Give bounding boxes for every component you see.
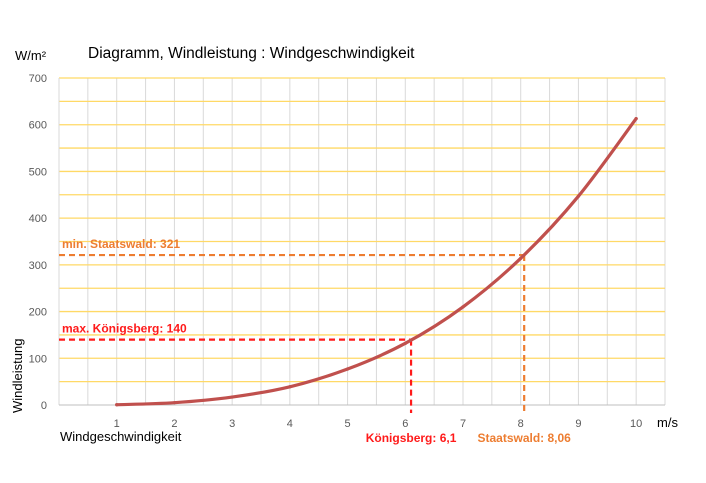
x-tick-label: 5 — [345, 418, 351, 430]
data-point — [519, 256, 523, 260]
data-point — [403, 341, 407, 345]
data-point — [345, 367, 350, 371]
staatswald-y-label: min. Staatswald: 321 — [62, 237, 180, 251]
markers: max. Königsberg: 140 Königsberg: 6,1 min. … — [59, 237, 571, 445]
x-tick-label: 9 — [575, 418, 581, 430]
y-tick-label: 400 — [29, 213, 47, 225]
x-tick-label: 3 — [229, 418, 235, 430]
y-unit-label: W/m² — [15, 48, 47, 63]
x-tick-label: 7 — [460, 418, 466, 430]
y-tick-label: 600 — [29, 120, 47, 132]
x-tick-label: 1 — [114, 418, 120, 430]
grid — [58, 77, 666, 406]
y-tick-label: 100 — [29, 353, 47, 365]
tick-labels: 0 100 200 300 400 500 600 700 1 2 3 4 5 6 7 8 9 10 — [29, 73, 643, 430]
data-point — [172, 401, 177, 405]
x-tick-label: 8 — [518, 418, 524, 430]
y-tick-label: 0 — [41, 400, 47, 412]
data-point — [576, 194, 581, 198]
data-point — [115, 403, 119, 407]
series — [115, 117, 638, 407]
y-tick-label: 500 — [29, 166, 47, 178]
x-axis-title: Windgeschwindigkeit — [60, 429, 182, 444]
data-point — [230, 395, 234, 399]
data-point — [461, 305, 465, 309]
koenigsberg-x-label: Königsberg: 6,1 — [366, 431, 457, 445]
y-tick-label: 200 — [29, 307, 47, 319]
data-point — [634, 117, 638, 121]
x-tick-label: 2 — [171, 418, 177, 430]
x-tick-label: 4 — [287, 418, 293, 430]
chart-title: Diagramm, Windleistung : Windgeschwindig… — [88, 45, 415, 62]
x-tick-label: 10 — [630, 418, 642, 430]
y-axis-title: Windleistung — [10, 339, 25, 413]
data-point — [288, 385, 292, 389]
x-tick-label: 6 — [402, 418, 408, 430]
series-line — [115, 117, 638, 407]
y-tick-label: 300 — [29, 260, 47, 272]
y-tick-label: 700 — [29, 73, 47, 85]
x-unit-label: m/s — [657, 415, 678, 430]
koenigsberg-y-label: max. Königsberg: 140 — [62, 322, 187, 336]
staatswald-x-label: Staatswald: 8,06 — [477, 431, 571, 445]
